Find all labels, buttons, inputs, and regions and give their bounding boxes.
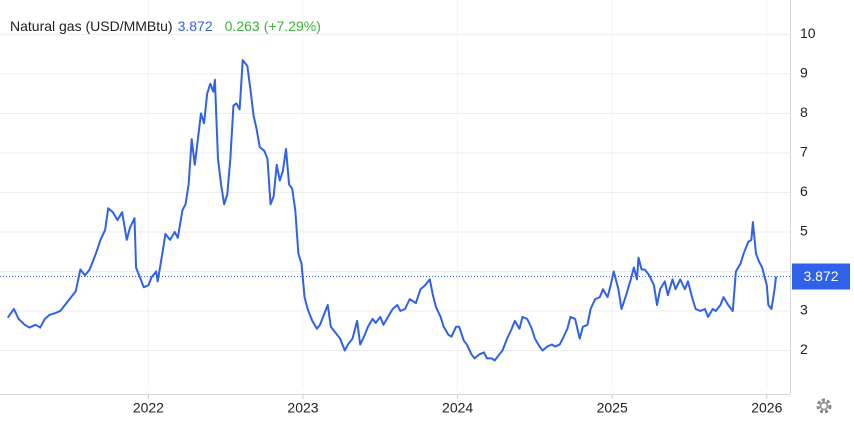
y-tick-label: 9 (800, 65, 808, 81)
last-price-box (792, 263, 850, 290)
change: 0.263 (225, 18, 260, 34)
price-line (6, 59, 778, 362)
y-tick-label: 3 (800, 302, 808, 318)
x-tick-label: 2023 (287, 400, 318, 416)
y-tick-label: 2 (800, 341, 808, 357)
price: 3.872 (178, 18, 213, 34)
x-tick-label: 2024 (442, 400, 473, 416)
y-tick-label: 10 (800, 25, 816, 41)
header: Natural gas (USD/MMBtu) 3.872 0.263 (+7.29%… (10, 18, 321, 34)
settings-icon[interactable] (816, 398, 832, 414)
x-tick-label: 2026 (751, 400, 782, 416)
x-tick-label: 2022 (133, 400, 164, 416)
y-tick-label: 8 (800, 104, 808, 120)
chart-title: Natural gas (USD/MMBtu) (10, 18, 173, 34)
change-percent: (+7.29%) (264, 18, 321, 34)
x-tick-label: 2025 (597, 400, 628, 416)
y-tick-label: 6 (800, 183, 808, 199)
y-tick-label: 5 (800, 223, 808, 239)
y-tick-label: 7 (800, 144, 808, 160)
last-price-label: 3.872 (803, 268, 838, 284)
